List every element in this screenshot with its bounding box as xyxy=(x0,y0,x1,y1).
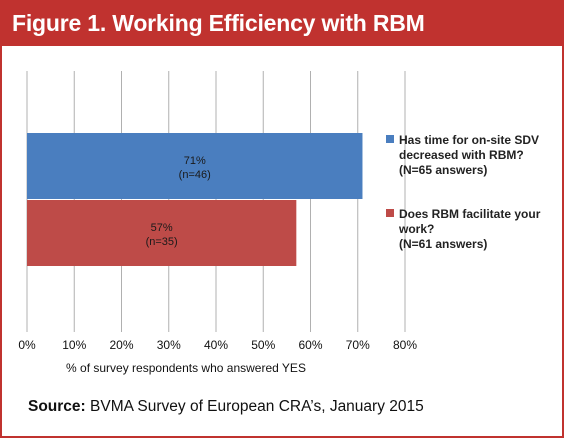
bar-data-label: 71% (n=46) xyxy=(179,155,211,181)
bar-data-label-line: (n=35) xyxy=(146,236,178,248)
legend-entry-line: decreased with RBM? xyxy=(399,148,524,162)
source-label: Source: xyxy=(28,398,86,415)
legend-swatch xyxy=(386,135,394,143)
legend-entry-line: Has time for on-site SDV xyxy=(399,133,539,147)
figure-title: Figure 1. Working Efficiency with RBM xyxy=(12,10,425,36)
x-tick-label: 80% xyxy=(393,338,417,352)
legend-entry-line: work? xyxy=(398,222,434,236)
x-tick-label: 50% xyxy=(251,338,275,352)
source-note: Source: BVMA Survey of European CRA’s, J… xyxy=(28,398,424,416)
legend-entry-line: (N=61 answers) xyxy=(399,237,487,251)
x-tick-label: 20% xyxy=(109,338,133,352)
legend-entry-line: (N=65 answers) xyxy=(399,163,487,177)
bar-data-label: 57% (n=35) xyxy=(146,222,178,248)
x-tick-label: 10% xyxy=(62,338,86,352)
x-axis-label: % of survey respondents who answered YES xyxy=(66,361,306,375)
bar-data-label-line: (n=46) xyxy=(179,169,211,181)
x-tick-label: 70% xyxy=(346,338,370,352)
bar xyxy=(27,200,297,266)
x-tick-label: 0% xyxy=(18,338,36,352)
x-tick-label: 40% xyxy=(204,338,228,352)
legend-entry: Has time for on-site SDV decreased with R… xyxy=(399,133,539,177)
x-tick-label: 60% xyxy=(298,338,322,352)
source-text: BVMA Survey of European CRA’s, January 2… xyxy=(85,398,424,415)
bar-data-label-line: 57% xyxy=(151,222,173,234)
legend-entry: Does RBM facilitate your work? (N=61 answe… xyxy=(398,207,541,251)
bar-data-label-line: 71% xyxy=(184,155,206,167)
bars: 71% (n=46) 57% (n=35) xyxy=(27,133,363,266)
legend-entry-line: Does RBM facilitate your xyxy=(399,207,541,221)
legend-swatch xyxy=(386,209,394,217)
x-axis-ticks: 0% 10% 20% 30% 40% 50% 60% 70% 80% xyxy=(18,338,417,352)
legend: Has time for on-site SDV decreased with R… xyxy=(386,133,541,251)
figure-header: Figure 1. Working Efficiency with RBM xyxy=(2,2,562,46)
bar xyxy=(27,133,363,199)
x-tick-label: 30% xyxy=(157,338,181,352)
